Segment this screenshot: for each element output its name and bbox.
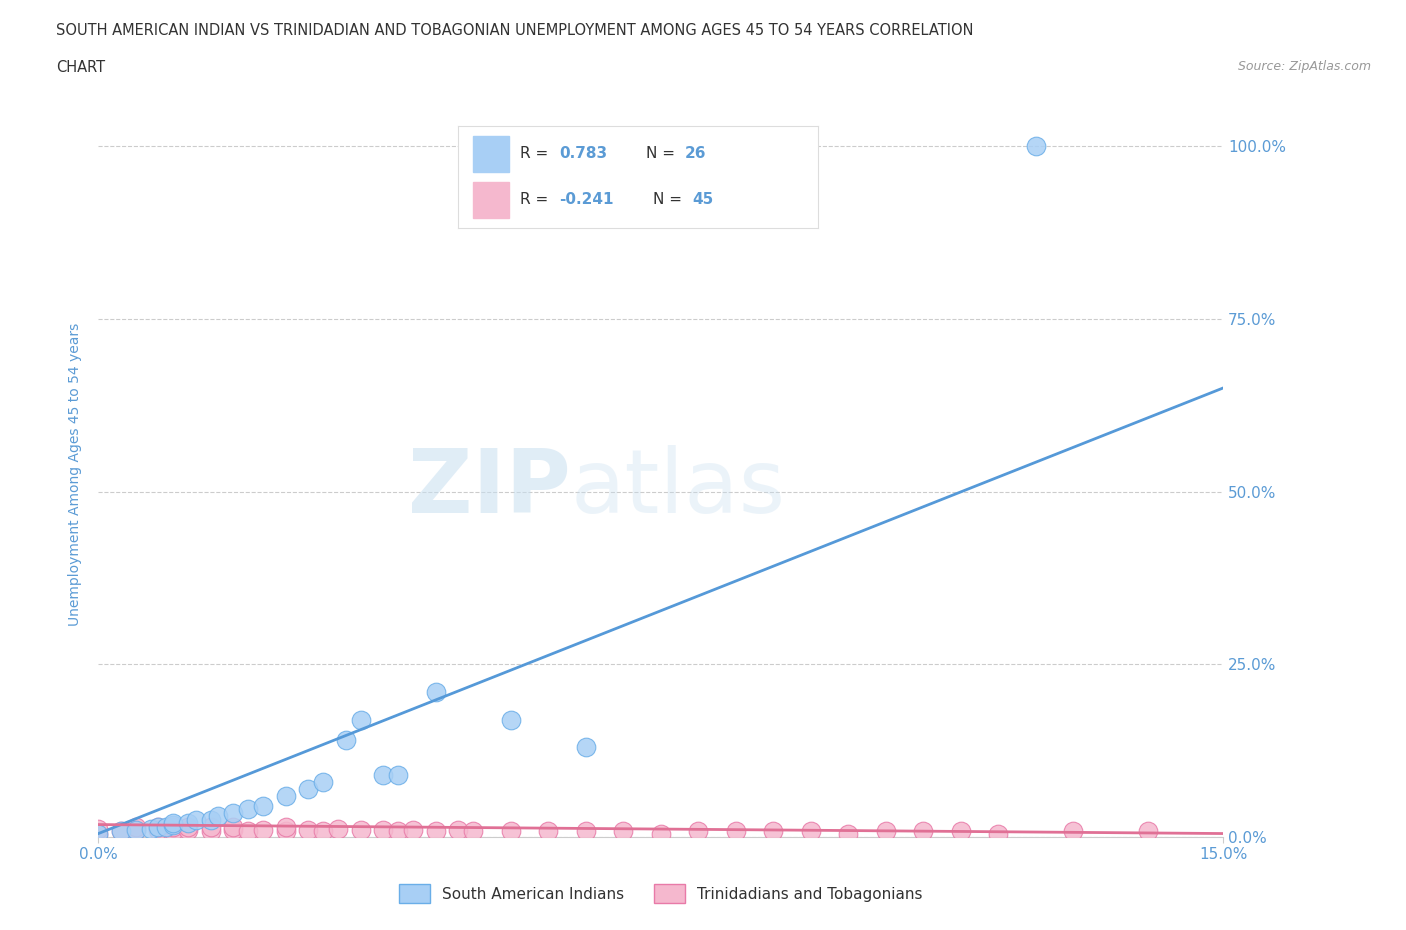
Point xyxy=(402,823,425,838)
Point xyxy=(222,819,245,834)
Point xyxy=(499,712,522,727)
Point xyxy=(350,823,373,838)
Point xyxy=(148,823,170,838)
Point xyxy=(1025,139,1047,153)
Point xyxy=(125,823,148,838)
Point xyxy=(274,824,297,839)
Point xyxy=(177,823,200,838)
Point xyxy=(184,812,207,827)
Point xyxy=(162,824,184,839)
Point xyxy=(222,823,245,838)
Point xyxy=(252,823,274,838)
Text: ZIP: ZIP xyxy=(408,445,571,532)
Point xyxy=(1137,824,1160,839)
Point xyxy=(350,712,373,727)
Text: SOUTH AMERICAN INDIAN VS TRINIDADIAN AND TOBAGONIAN UNEMPLOYMENT AMONG AGES 45 T: SOUTH AMERICAN INDIAN VS TRINIDADIAN AND… xyxy=(56,23,974,38)
Point xyxy=(463,824,485,839)
Point xyxy=(912,824,935,839)
Point xyxy=(837,826,859,841)
Point xyxy=(87,821,110,836)
Point xyxy=(162,817,184,832)
Point xyxy=(125,823,148,838)
Point xyxy=(800,824,823,839)
Point xyxy=(447,823,470,838)
Point xyxy=(177,819,200,834)
Point xyxy=(425,824,447,839)
Point xyxy=(373,823,395,838)
Point xyxy=(252,799,274,814)
Point xyxy=(110,824,132,839)
Point xyxy=(297,781,319,796)
Point xyxy=(87,826,110,841)
Point xyxy=(575,739,598,754)
Point xyxy=(238,824,260,839)
Point xyxy=(987,826,1010,841)
Point xyxy=(139,821,162,836)
Point xyxy=(222,805,245,820)
Point xyxy=(207,809,229,824)
Point xyxy=(200,824,222,839)
Point xyxy=(312,775,335,790)
Point xyxy=(312,824,335,839)
Point xyxy=(762,824,785,839)
Point xyxy=(177,816,200,830)
Point xyxy=(162,816,184,830)
Point xyxy=(724,824,747,839)
Point xyxy=(155,819,177,834)
Point xyxy=(274,819,297,834)
Point xyxy=(148,819,170,834)
Point xyxy=(650,826,672,841)
Point xyxy=(575,824,598,839)
Point xyxy=(1062,824,1084,839)
Point xyxy=(87,826,110,841)
Point xyxy=(612,824,634,839)
Point xyxy=(110,824,132,839)
Point xyxy=(875,824,897,839)
Point xyxy=(297,823,319,838)
Point xyxy=(148,819,170,834)
Text: Source: ZipAtlas.com: Source: ZipAtlas.com xyxy=(1237,60,1371,73)
Text: atlas: atlas xyxy=(571,445,786,532)
Y-axis label: Unemployment Among Ages 45 to 54 years: Unemployment Among Ages 45 to 54 years xyxy=(69,323,83,626)
Point xyxy=(387,767,409,782)
Point xyxy=(537,824,560,839)
Point xyxy=(949,824,972,839)
Point xyxy=(499,824,522,839)
Point xyxy=(200,819,222,834)
Point xyxy=(200,812,222,827)
Point xyxy=(425,684,447,699)
Point xyxy=(125,819,148,834)
Point xyxy=(238,802,260,817)
Point xyxy=(688,824,710,839)
Point xyxy=(274,788,297,803)
Point xyxy=(335,733,357,748)
Point xyxy=(387,824,409,839)
Point xyxy=(162,819,184,834)
Point xyxy=(328,821,350,836)
Legend: South American Indians, Trinidadians and Tobagonians: South American Indians, Trinidadians and… xyxy=(392,878,929,910)
Text: CHART: CHART xyxy=(56,60,105,75)
Point xyxy=(373,767,395,782)
